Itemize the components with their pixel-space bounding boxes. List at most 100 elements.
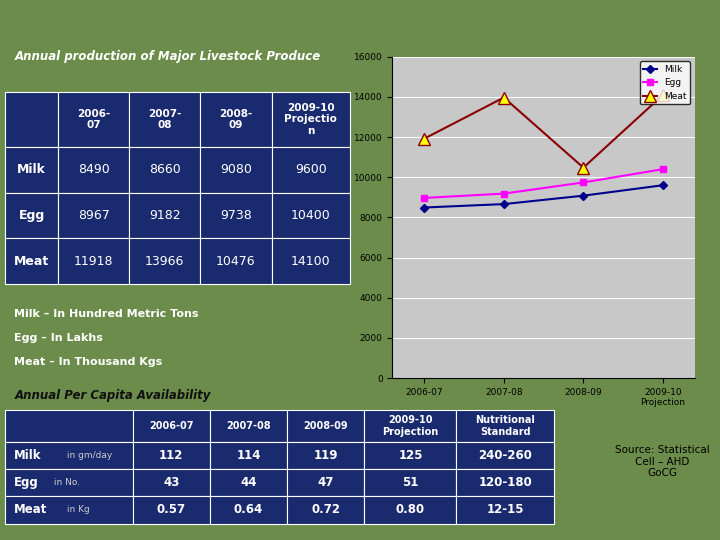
FancyBboxPatch shape (200, 147, 271, 193)
FancyBboxPatch shape (456, 469, 554, 496)
FancyBboxPatch shape (5, 496, 132, 524)
Text: Meat – In Thousand Kgs: Meat – In Thousand Kgs (14, 357, 163, 367)
FancyBboxPatch shape (287, 496, 364, 524)
FancyBboxPatch shape (456, 410, 554, 442)
Text: 120-180: 120-180 (479, 476, 532, 489)
Text: Source: Statistical
Cell – AHD
GoCG: Source: Statistical Cell – AHD GoCG (615, 445, 710, 478)
Text: 44: 44 (240, 476, 257, 489)
Text: 10400: 10400 (291, 209, 330, 222)
Text: 8967: 8967 (78, 209, 109, 222)
Text: 112: 112 (159, 449, 184, 462)
FancyBboxPatch shape (129, 238, 200, 284)
Milk (420, 204, 428, 211)
FancyBboxPatch shape (200, 92, 271, 147)
Text: 2008-09: 2008-09 (304, 421, 348, 431)
Milk (659, 182, 667, 188)
Text: Milk – In Hundred Metric Tons: Milk – In Hundred Metric Tons (14, 309, 199, 319)
Egg (579, 179, 588, 186)
FancyBboxPatch shape (5, 92, 58, 147)
Text: 13966: 13966 (145, 255, 184, 268)
FancyBboxPatch shape (271, 238, 350, 284)
Text: Milk: Milk (14, 449, 42, 462)
Meat (579, 164, 588, 171)
Text: 9080: 9080 (220, 163, 252, 176)
Text: 9600: 9600 (295, 163, 327, 176)
Text: 125: 125 (398, 449, 423, 462)
FancyBboxPatch shape (5, 238, 58, 284)
Milk (579, 192, 588, 199)
Meat (659, 92, 667, 98)
FancyBboxPatch shape (58, 193, 129, 238)
FancyBboxPatch shape (287, 469, 364, 496)
Text: 14100: 14100 (291, 255, 330, 268)
FancyBboxPatch shape (132, 442, 210, 469)
Egg (659, 166, 667, 172)
Text: 2008-
09: 2008- 09 (220, 109, 253, 130)
Text: 2006-
07: 2006- 07 (77, 109, 110, 130)
Text: 10476: 10476 (216, 255, 256, 268)
Text: 0.64: 0.64 (234, 503, 264, 516)
FancyBboxPatch shape (5, 147, 58, 193)
FancyBboxPatch shape (271, 92, 350, 147)
Text: 0.80: 0.80 (396, 503, 425, 516)
Text: in gm/day: in gm/day (64, 451, 112, 460)
Text: 2007-08: 2007-08 (226, 421, 271, 431)
Text: 2009-10
Projection: 2009-10 Projection (382, 415, 438, 437)
FancyBboxPatch shape (287, 442, 364, 469)
FancyBboxPatch shape (132, 469, 210, 496)
Line: Meat: Meat (418, 89, 669, 173)
Line: Egg: Egg (420, 166, 667, 201)
FancyBboxPatch shape (364, 469, 456, 496)
FancyBboxPatch shape (5, 442, 132, 469)
Text: Annual production of Major Livestock Produce: Annual production of Major Livestock Pro… (15, 50, 321, 63)
FancyBboxPatch shape (456, 496, 554, 524)
Text: 114: 114 (236, 449, 261, 462)
Text: 47: 47 (318, 476, 334, 489)
Meat (500, 94, 508, 101)
Line: Milk: Milk (421, 183, 666, 210)
Text: Egg: Egg (14, 476, 39, 489)
Text: 240-260: 240-260 (479, 449, 532, 462)
FancyBboxPatch shape (364, 410, 456, 442)
Text: 8490: 8490 (78, 163, 109, 176)
FancyBboxPatch shape (5, 193, 58, 238)
Text: 11918: 11918 (74, 255, 113, 268)
FancyBboxPatch shape (210, 469, 287, 496)
FancyBboxPatch shape (5, 469, 132, 496)
FancyBboxPatch shape (132, 410, 210, 442)
Meat (420, 136, 428, 142)
FancyBboxPatch shape (364, 442, 456, 469)
FancyBboxPatch shape (129, 147, 200, 193)
FancyBboxPatch shape (287, 410, 364, 442)
Text: 51: 51 (402, 476, 418, 489)
Text: 43: 43 (163, 476, 179, 489)
Text: Egg – In Lakhs: Egg – In Lakhs (14, 333, 103, 343)
FancyBboxPatch shape (210, 496, 287, 524)
Text: Nutritional
Standard: Nutritional Standard (475, 415, 536, 437)
Text: 0.72: 0.72 (311, 503, 341, 516)
FancyBboxPatch shape (271, 193, 350, 238)
FancyBboxPatch shape (456, 442, 554, 469)
Milk (500, 201, 508, 207)
Text: 2009-10
Projectio
n: 2009-10 Projectio n (284, 103, 337, 136)
FancyBboxPatch shape (58, 238, 129, 284)
Text: 119: 119 (313, 449, 338, 462)
Text: 0.57: 0.57 (157, 503, 186, 516)
Text: 8660: 8660 (149, 163, 181, 176)
FancyBboxPatch shape (271, 147, 350, 193)
Egg (500, 191, 508, 197)
FancyBboxPatch shape (210, 442, 287, 469)
FancyBboxPatch shape (5, 410, 132, 442)
Text: Egg: Egg (19, 209, 45, 222)
FancyBboxPatch shape (58, 147, 129, 193)
FancyBboxPatch shape (58, 92, 129, 147)
Text: 2007-
08: 2007- 08 (148, 109, 181, 130)
Text: in Kg: in Kg (64, 505, 89, 515)
Egg (420, 195, 428, 201)
FancyBboxPatch shape (200, 238, 271, 284)
FancyBboxPatch shape (129, 193, 200, 238)
FancyBboxPatch shape (129, 92, 200, 147)
Text: Annual Per Capita Availability: Annual Per Capita Availability (14, 389, 211, 402)
Legend: Milk, Egg, Meat: Milk, Egg, Meat (640, 61, 690, 104)
FancyBboxPatch shape (200, 193, 271, 238)
